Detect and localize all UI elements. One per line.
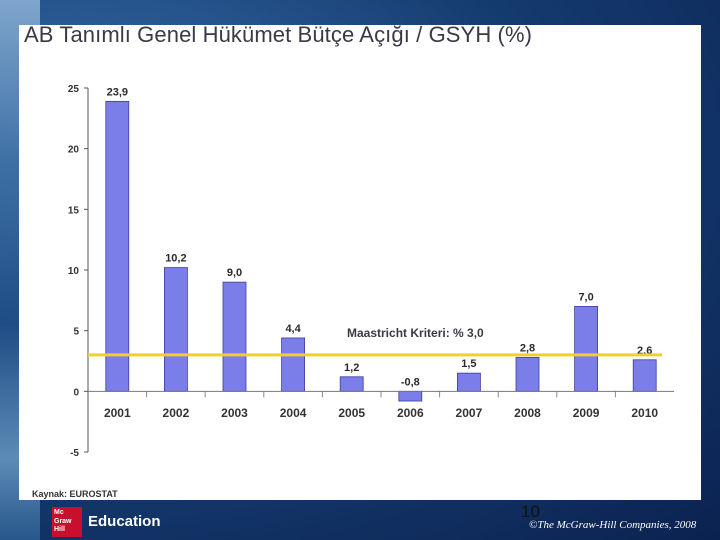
y-tick-label: 5 bbox=[73, 327, 79, 338]
y-tick-label: 0 bbox=[73, 387, 79, 398]
data-label: 2,8 bbox=[520, 342, 535, 354]
chart-panel bbox=[19, 25, 701, 500]
x-tick-label: 2009 bbox=[573, 406, 600, 420]
y-tick-label: 15 bbox=[68, 205, 80, 216]
page-number: 10 bbox=[521, 502, 540, 521]
bar bbox=[515, 356, 540, 392]
data-label: 23,9 bbox=[107, 86, 128, 98]
x-tick-label: 2010 bbox=[631, 406, 658, 420]
y-tick-label: 10 bbox=[68, 266, 80, 277]
mcgraw-hill-logo: Mc Graw Hill bbox=[52, 507, 82, 537]
y-tick-label: 25 bbox=[68, 84, 80, 95]
data-label: 10,2 bbox=[165, 253, 186, 265]
bar bbox=[574, 305, 598, 392]
data-label: 1,2 bbox=[344, 362, 359, 374]
x-tick-label: 2005 bbox=[338, 406, 365, 420]
x-tick-label: 2003 bbox=[221, 406, 248, 420]
bar bbox=[456, 372, 481, 392]
y-tick-label: -5 bbox=[70, 448, 79, 459]
data-label: 7,0 bbox=[578, 291, 593, 303]
x-tick-label: 2001 bbox=[104, 406, 131, 420]
bar bbox=[281, 337, 306, 392]
y-tick-label: 20 bbox=[68, 145, 80, 156]
bar bbox=[339, 376, 364, 392]
data-label: 4,4 bbox=[285, 323, 301, 335]
education-label: Education bbox=[88, 513, 161, 530]
x-tick-label: 2006 bbox=[397, 406, 424, 420]
bar bbox=[222, 281, 247, 392]
bar bbox=[163, 267, 188, 392]
x-tick-label: 2002 bbox=[163, 406, 190, 420]
x-tick-label: 2004 bbox=[280, 406, 307, 420]
data-label: 9,0 bbox=[227, 267, 242, 279]
x-tick-label: 2008 bbox=[514, 406, 541, 420]
bar bbox=[105, 100, 130, 392]
bar bbox=[632, 359, 657, 392]
maastricht-label: Maastricht Kriteri: % 3,0 bbox=[347, 326, 484, 340]
chart-title: AB Tanımlı Genel Hükümet Bütçe Açığı / G… bbox=[24, 22, 533, 47]
source-note: Kaynak: EUROSTAT bbox=[32, 489, 118, 499]
x-tick-label: 2007 bbox=[456, 406, 483, 420]
bar bbox=[398, 390, 423, 402]
data-label: -0,8 bbox=[401, 376, 420, 388]
copyright-text: ©The McGraw-Hill Companies, 2008 bbox=[529, 519, 697, 531]
data-label: 1,5 bbox=[461, 358, 476, 370]
